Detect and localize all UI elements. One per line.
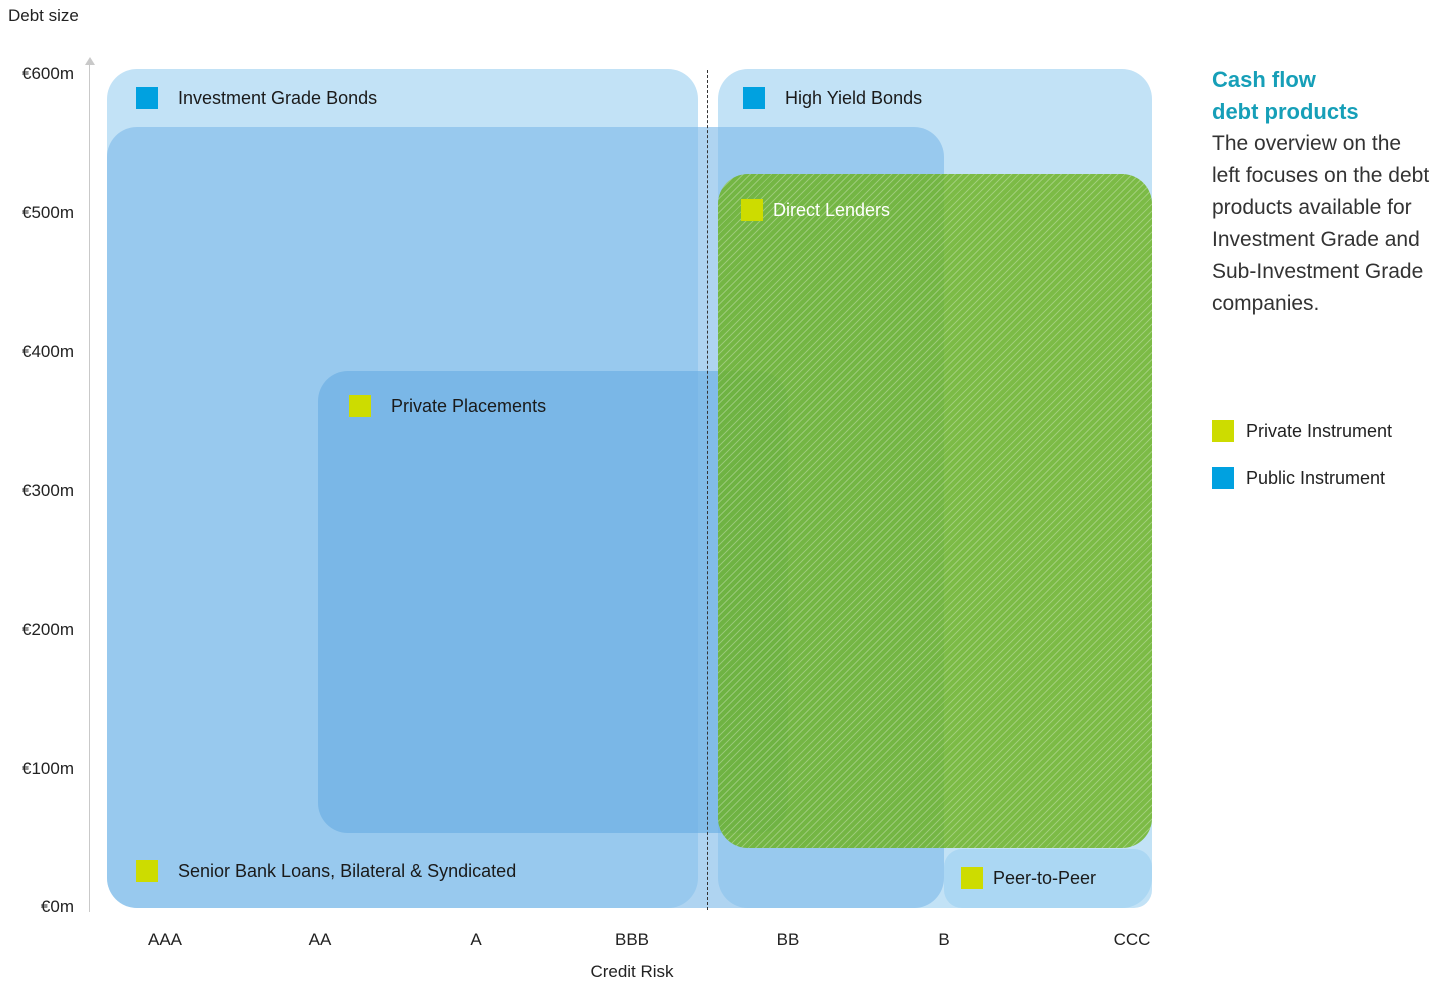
x-tick-ccc: CCC xyxy=(1113,930,1151,949)
legend-public-swatch xyxy=(1212,467,1234,489)
side-title-line-1: Cash flow xyxy=(1212,67,1316,92)
side-description: The overview on the left focuses on the … xyxy=(1212,132,1430,315)
y-tick-200: €200m xyxy=(22,620,74,639)
y-tick-600: €600m xyxy=(22,64,74,83)
investment-grade-divider xyxy=(707,70,708,910)
label-investment-grade-bonds-text: Investment Grade Bonds xyxy=(178,87,378,108)
legend-item-private: Private Instrument xyxy=(1212,420,1392,442)
label-high-yield-bonds-text: High Yield Bonds xyxy=(785,87,923,108)
label-direct-lenders-text: Direct Lenders xyxy=(773,199,891,220)
private-instrument-swatch xyxy=(741,199,763,221)
legend-item-public: Public Instrument xyxy=(1212,467,1385,489)
region-private-placements xyxy=(318,371,788,833)
label-direct-lenders: Direct Lenders xyxy=(741,199,890,221)
x-tick-bb: BB xyxy=(776,930,800,949)
label-high-yield-bonds: High Yield Bonds xyxy=(743,87,922,109)
label-investment-grade-bonds: Investment Grade Bonds xyxy=(136,87,377,109)
label-senior-bank-loans-text: Senior Bank Loans, Bilateral & Syndicate… xyxy=(178,860,517,881)
y-tick-500: €500m xyxy=(22,203,74,222)
label-private-placements: Private Placements xyxy=(349,395,546,417)
y-tick-300: €300m xyxy=(22,481,74,500)
side-title-line-2: debt products xyxy=(1212,99,1359,124)
y-axis-arrow-icon xyxy=(85,57,95,65)
private-instrument-swatch xyxy=(961,867,983,889)
public-instrument-swatch xyxy=(136,87,158,109)
x-tick-a: A xyxy=(470,930,482,949)
public-instrument-swatch xyxy=(743,87,765,109)
x-tick-aaa: AAA xyxy=(147,930,183,949)
x-axis-title: Credit Risk xyxy=(590,962,674,981)
y-tick-400: €400m xyxy=(22,342,74,361)
label-senior-bank-loans: Senior Bank Loans, Bilateral & Syndicate… xyxy=(136,860,516,882)
x-tick-b: B xyxy=(938,930,950,949)
region-direct-lenders xyxy=(718,174,1152,848)
side-title: Cash flow debt products xyxy=(1212,64,1359,128)
y-axis-line xyxy=(89,64,90,912)
legend-private-label: Private Instrument xyxy=(1246,420,1393,441)
label-peer-to-peer: Peer-to-Peer xyxy=(961,867,1096,889)
private-instrument-swatch xyxy=(349,395,371,417)
private-instrument-swatch xyxy=(136,860,158,882)
y-tick-100: €100m xyxy=(22,759,74,778)
y-tick-0: €0m xyxy=(40,897,74,916)
label-peer-to-peer-text: Peer-to-Peer xyxy=(993,867,1097,888)
label-private-placements-text: Private Placements xyxy=(391,395,547,416)
legend-private-swatch xyxy=(1212,420,1234,442)
y-axis-title: Debt size xyxy=(8,6,79,25)
legend-public-label: Public Instrument xyxy=(1246,467,1386,488)
x-tick-aa: AA xyxy=(308,930,332,949)
x-tick-bbb: BBB xyxy=(614,930,650,949)
